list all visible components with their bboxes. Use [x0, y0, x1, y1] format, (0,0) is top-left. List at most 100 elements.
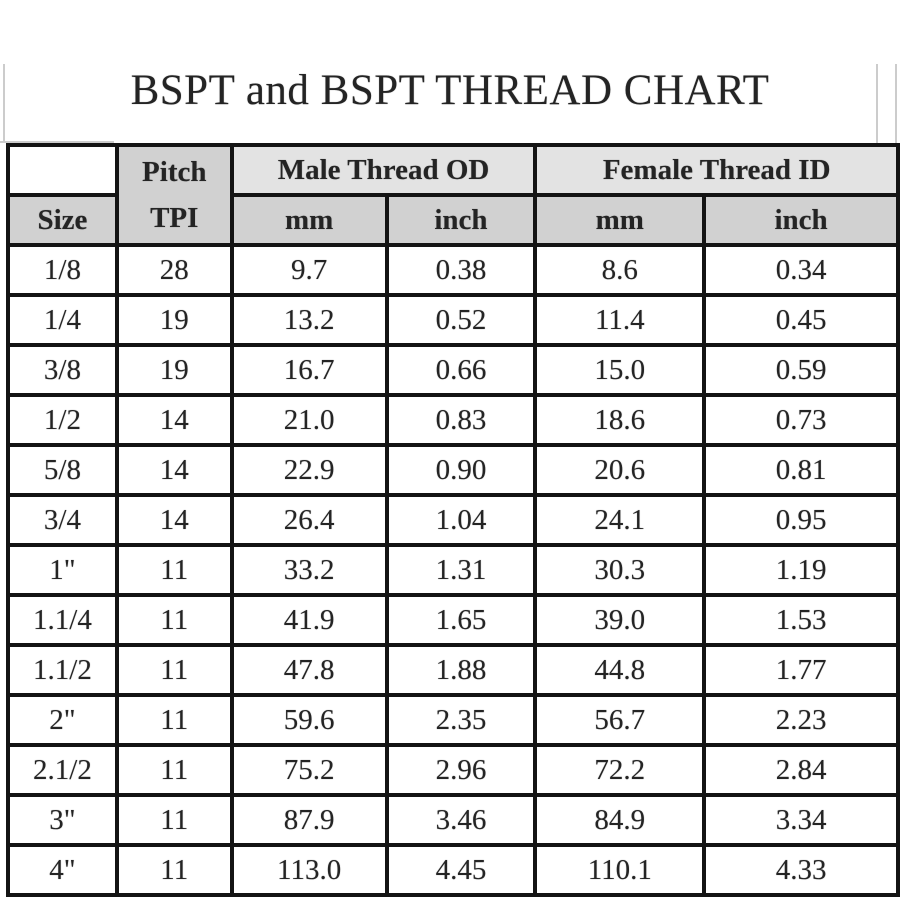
- cell-female_inch: 1.19: [702, 543, 900, 597]
- cell-size: 2": [6, 693, 119, 747]
- cell-size: 5/8: [6, 443, 119, 497]
- page-title: BSPT and BSPT THREAD CHART: [130, 67, 770, 114]
- cell-size: 1/8: [6, 243, 119, 297]
- cell-male_inch: 0.52: [384, 293, 538, 347]
- cell-female_mm: 18.6: [533, 393, 707, 447]
- cell-female_mm: 30.3: [533, 543, 707, 597]
- cell-female_inch: 2.23: [702, 693, 900, 747]
- cell-female_inch: 0.95: [702, 493, 900, 547]
- col-header-size: Size: [6, 193, 119, 247]
- table-row: 1/8 28 9.7 0.38 8.6 0.34: [6, 243, 900, 297]
- table-row: 5/8 14 22.9 0.90 20.6 0.81: [6, 443, 900, 497]
- cell-male_mm: 33.2: [229, 543, 389, 597]
- cell-female_mm: 15.0: [533, 343, 707, 397]
- cell-tpi: 11: [114, 593, 234, 647]
- cell-male_mm: 22.9: [229, 443, 389, 497]
- table-row: 3" 11 87.9 3.46 84.9 3.34: [6, 793, 900, 847]
- cell-size: 3/8: [6, 343, 119, 397]
- page-rule-horizontal-left: [0, 141, 114, 143]
- header-row-groups: Pitch TPI Male Thread OD Female Thread I…: [6, 143, 900, 247]
- cell-size: 2.1/2: [6, 743, 119, 797]
- cell-tpi: 14: [114, 443, 234, 497]
- table-row: 3/8 19 16.7 0.66 15.0 0.59: [6, 343, 900, 397]
- cell-male_mm: 16.7: [229, 343, 389, 397]
- cell-female_inch: 0.59: [702, 343, 900, 397]
- cell-tpi: 19: [114, 343, 234, 397]
- cell-female_inch: 1.53: [702, 593, 900, 647]
- col-header-male-mm: mm: [229, 193, 389, 247]
- cell-size: 1": [6, 543, 119, 597]
- cell-male_inch: 0.90: [384, 443, 538, 497]
- cell-female_inch: 3.34: [702, 793, 900, 847]
- cell-female_inch: 0.81: [702, 443, 900, 497]
- cell-tpi: 14: [114, 493, 234, 547]
- table-row: 1/4 19 13.2 0.52 11.4 0.45: [6, 293, 900, 347]
- cell-female_inch: 0.73: [702, 393, 900, 447]
- cell-male_inch: 0.38: [384, 243, 538, 297]
- cell-size: 3": [6, 793, 119, 847]
- table-row: 1.1/2 11 47.8 1.88 44.8 1.77: [6, 643, 900, 697]
- cell-female_mm: 11.4: [533, 293, 707, 347]
- cell-size: 1.1/4: [6, 593, 119, 647]
- cell-size: 4": [6, 843, 119, 897]
- cell-tpi: 11: [114, 693, 234, 747]
- corner-cell: [6, 143, 119, 197]
- cell-tpi: 11: [114, 643, 234, 697]
- page-rule-vertical-right-outer: [895, 64, 897, 143]
- cell-male_mm: 41.9: [229, 593, 389, 647]
- cell-size: 1.1/2: [6, 643, 119, 697]
- table-row: 2" 11 59.6 2.35 56.7 2.23: [6, 693, 900, 747]
- cell-female_mm: 39.0: [533, 593, 707, 647]
- cell-female_inch: 2.84: [702, 743, 900, 797]
- header-row-units: Size mm inch mm inch: [6, 193, 900, 247]
- pitch-header-line2: TPI: [150, 202, 199, 234]
- cell-male_inch: 1.31: [384, 543, 538, 597]
- cell-female_mm: 44.8: [533, 643, 707, 697]
- cell-tpi: 11: [114, 843, 234, 897]
- col-header-male-inch: inch: [384, 193, 538, 247]
- thread-chart-table: Pitch TPI Male Thread OD Female Thread I…: [6, 143, 900, 897]
- cell-size: 1/2: [6, 393, 119, 447]
- cell-female_mm: 56.7: [533, 693, 707, 747]
- cell-male_mm: 75.2: [229, 743, 389, 797]
- cell-tpi: 11: [114, 743, 234, 797]
- cell-male_mm: 59.6: [229, 693, 389, 747]
- cell-size: 1/4: [6, 293, 119, 347]
- col-group-male-thread-od: Male Thread OD: [229, 143, 538, 197]
- cell-female_mm: 84.9: [533, 793, 707, 847]
- cell-female_mm: 24.1: [533, 493, 707, 547]
- table-row: 3/4 14 26.4 1.04 24.1 0.95: [6, 493, 900, 547]
- cell-tpi: 11: [114, 793, 234, 847]
- cell-male_mm: 13.2: [229, 293, 389, 347]
- col-header-female-inch: inch: [702, 193, 900, 247]
- cell-tpi: 11: [114, 543, 234, 597]
- pitch-header-line1: Pitch: [142, 156, 207, 188]
- page-rule-vertical-right-inner: [876, 64, 878, 143]
- cell-male_mm: 87.9: [229, 793, 389, 847]
- cell-male_inch: 3.46: [384, 793, 538, 847]
- cell-male_mm: 47.8: [229, 643, 389, 697]
- cell-male_inch: 1.04: [384, 493, 538, 547]
- table-row: 1" 11 33.2 1.31 30.3 1.19: [6, 543, 900, 597]
- table-row: 1/2 14 21.0 0.83 18.6 0.73: [6, 393, 900, 447]
- cell-female_inch: 1.77: [702, 643, 900, 697]
- cell-male_inch: 0.66: [384, 343, 538, 397]
- col-header-pitch-tpi: Pitch TPI: [114, 143, 234, 247]
- cell-tpi: 19: [114, 293, 234, 347]
- page-rule-vertical-left: [3, 64, 5, 143]
- col-header-female-mm: mm: [533, 193, 707, 247]
- cell-male_inch: 2.35: [384, 693, 538, 747]
- cell-tpi: 14: [114, 393, 234, 447]
- cell-male_mm: 21.0: [229, 393, 389, 447]
- cell-female_mm: 72.2: [533, 743, 707, 797]
- cell-size: 3/4: [6, 493, 119, 547]
- cell-female_inch: 0.45: [702, 293, 900, 347]
- cell-female_mm: 110.1: [533, 843, 707, 897]
- cell-male_inch: 4.45: [384, 843, 538, 897]
- cell-male_inch: 0.83: [384, 393, 538, 447]
- cell-male_inch: 1.88: [384, 643, 538, 697]
- cell-female_mm: 20.6: [533, 443, 707, 497]
- table-row: 4" 11 113.0 4.45 110.1 4.33: [6, 843, 900, 897]
- cell-male_mm: 113.0: [229, 843, 389, 897]
